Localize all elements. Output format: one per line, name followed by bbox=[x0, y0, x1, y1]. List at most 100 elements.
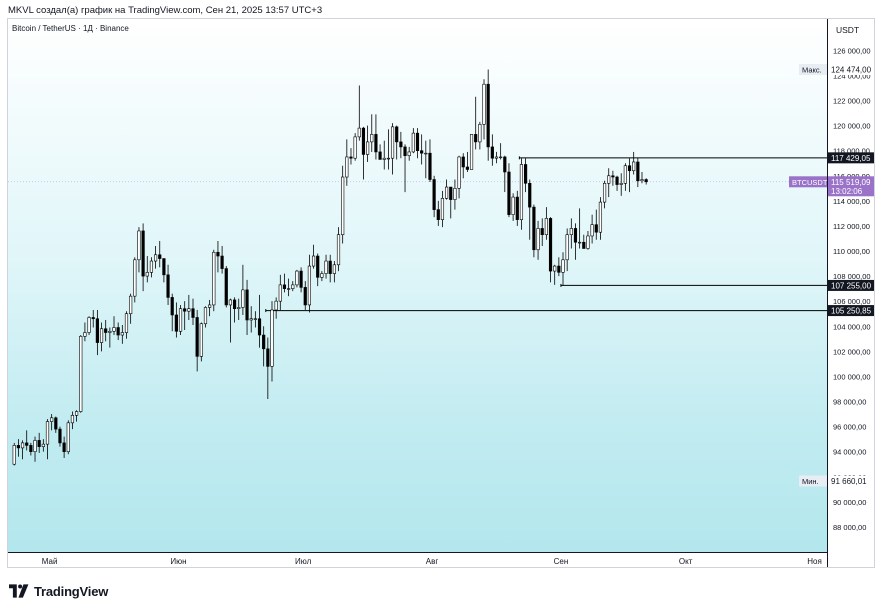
min-marker-tag bbox=[828, 475, 874, 487]
candle-body bbox=[420, 150, 424, 154]
candle-body bbox=[241, 289, 245, 308]
candle-body bbox=[116, 327, 120, 336]
candle-body bbox=[83, 332, 87, 337]
max-marker-caption-bg bbox=[799, 63, 827, 75]
candle-body bbox=[499, 156, 503, 159]
candle-body bbox=[465, 166, 469, 170]
candle-body bbox=[183, 308, 187, 312]
candle-body bbox=[415, 132, 420, 151]
candle-body bbox=[70, 415, 75, 424]
candle-body bbox=[158, 254, 162, 259]
candle-body bbox=[561, 259, 565, 273]
candle-body bbox=[287, 288, 291, 290]
candle-body bbox=[199, 323, 203, 357]
candle-body bbox=[440, 198, 445, 220]
current-price-countdown: 13:02:06 bbox=[831, 187, 863, 196]
symbol-description[interactable]: Bitcoin / TetherUS · 1Д · Binance bbox=[12, 24, 129, 33]
candle-body bbox=[62, 442, 66, 452]
y-tick-label: 124 000,00 bbox=[833, 71, 871, 80]
candle-body bbox=[191, 308, 195, 318]
candle-body bbox=[270, 309, 274, 367]
candle-body bbox=[166, 274, 170, 298]
candle-body bbox=[602, 182, 607, 203]
candle-body bbox=[486, 83, 490, 148]
candle-body bbox=[336, 234, 341, 266]
candle-body bbox=[220, 255, 224, 269]
candle-body bbox=[361, 127, 366, 155]
level-tag-1 bbox=[828, 279, 874, 291]
candle-body bbox=[494, 156, 499, 159]
candle-body bbox=[370, 134, 374, 143]
max-marker-value: 124 474,00 bbox=[831, 65, 872, 74]
candle-body bbox=[212, 251, 216, 306]
y-tick-label: 98 000,00 bbox=[833, 398, 866, 407]
candle-body bbox=[91, 317, 95, 320]
candle-body bbox=[145, 272, 149, 277]
candle-body bbox=[133, 259, 137, 297]
candle-body bbox=[590, 224, 594, 237]
candle-body bbox=[112, 327, 116, 332]
max-marker-tag bbox=[828, 63, 874, 75]
candle-body bbox=[586, 235, 590, 249]
candle-body bbox=[108, 330, 112, 333]
candle-body bbox=[316, 255, 320, 278]
candle-body bbox=[519, 164, 524, 220]
level-tag-2 bbox=[828, 305, 874, 317]
y-tick-label: 118 000,00 bbox=[833, 147, 870, 156]
current-price-tag bbox=[828, 176, 874, 197]
candle-body bbox=[228, 299, 233, 306]
candle-body bbox=[58, 428, 62, 444]
level-tag-label-1: 107 255,00 bbox=[831, 281, 872, 290]
candle-body bbox=[469, 134, 474, 170]
candle-body bbox=[162, 258, 166, 276]
y-tick-label: 126 000,00 bbox=[833, 46, 871, 55]
y-tick-label: 88 000,00 bbox=[833, 523, 866, 532]
candle-body bbox=[41, 443, 45, 447]
candle-body bbox=[237, 307, 241, 310]
candle-body bbox=[598, 201, 603, 233]
candle-body bbox=[332, 264, 336, 274]
current-symbol-label: BTCUSDT bbox=[792, 178, 828, 187]
candle-body bbox=[203, 307, 208, 325]
candle-body bbox=[311, 255, 316, 267]
candle-body bbox=[87, 317, 91, 333]
candle-body bbox=[474, 134, 478, 143]
currency-label[interactable]: USDT bbox=[836, 25, 860, 35]
x-tick-label: Май bbox=[42, 557, 58, 566]
candle-body bbox=[524, 164, 528, 184]
candle-body bbox=[54, 417, 58, 430]
candle-body bbox=[95, 318, 99, 343]
candle-body bbox=[170, 297, 174, 316]
candle-body bbox=[357, 127, 361, 138]
candle-body bbox=[320, 273, 324, 278]
footer: TradingView bbox=[9, 582, 108, 600]
min-marker-caption: Мин. bbox=[802, 477, 819, 486]
candle-body bbox=[407, 151, 411, 156]
y-tick-label: 100 000,00 bbox=[833, 372, 871, 381]
current-symbol-tag bbox=[789, 176, 827, 188]
y-tick-label: 108 000,00 bbox=[833, 272, 871, 281]
y-tick-label: 120 000,00 bbox=[833, 122, 871, 131]
candle-body bbox=[79, 335, 83, 412]
x-tick-label: Авг bbox=[426, 557, 439, 566]
candle-body bbox=[382, 157, 386, 160]
candle-body bbox=[129, 295, 133, 315]
candle-body bbox=[424, 152, 428, 155]
x-tick-label: Окт bbox=[679, 557, 693, 566]
candle-body bbox=[278, 284, 282, 302]
chart-panel[interactable]: Bitcoin / TetherUS · 1Д · Binance USDT 8… bbox=[7, 18, 875, 568]
candle-body bbox=[445, 186, 449, 199]
candle-body bbox=[432, 179, 436, 210]
candle-body bbox=[124, 313, 129, 333]
candle-body bbox=[632, 161, 636, 172]
candle-body bbox=[37, 440, 41, 447]
candle-body bbox=[137, 230, 141, 261]
candle-body bbox=[540, 228, 544, 236]
candle-body bbox=[208, 304, 212, 308]
y-tick-label: 94 000,00 bbox=[833, 448, 866, 457]
candle-body bbox=[507, 171, 511, 215]
min-marker-caption-bg bbox=[799, 475, 827, 487]
candle-body bbox=[482, 83, 486, 125]
candle-body bbox=[395, 126, 399, 143]
